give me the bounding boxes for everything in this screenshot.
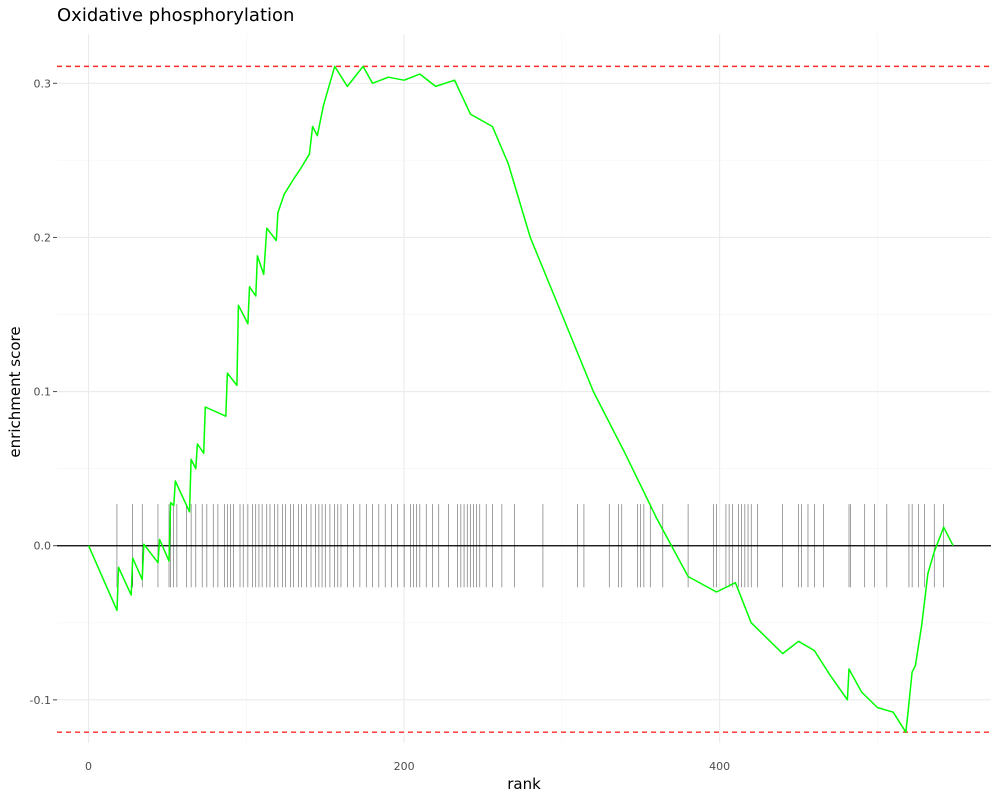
- y-tick-label: 0.0: [34, 540, 52, 553]
- series-layer: [87, 65, 954, 733]
- enrichment-score-line: [87, 65, 954, 733]
- y-tick-label: -0.1: [30, 694, 51, 707]
- y-tick-label: 0.1: [34, 386, 52, 399]
- x-tick-label: 0: [85, 760, 92, 773]
- y-tick-label: 0.3: [34, 77, 52, 90]
- y-axis-title: enrichment score: [6, 326, 24, 457]
- x-tick-label: 400: [709, 760, 730, 773]
- y-tick-label: 0.2: [34, 231, 52, 244]
- y-axis-ticks: 0.3 0.2 0.1 0.0 -0.1: [30, 77, 57, 707]
- gene-hit-marks: [116, 504, 944, 588]
- x-tick-label: 200: [394, 760, 415, 773]
- x-axis-title: rank: [507, 775, 541, 793]
- grid: [57, 34, 991, 743]
- reference-lines: [57, 65, 991, 733]
- x-axis-ticks: 0 200 400: [85, 760, 730, 773]
- chart-title: Oxidative phosphorylation: [57, 5, 294, 26]
